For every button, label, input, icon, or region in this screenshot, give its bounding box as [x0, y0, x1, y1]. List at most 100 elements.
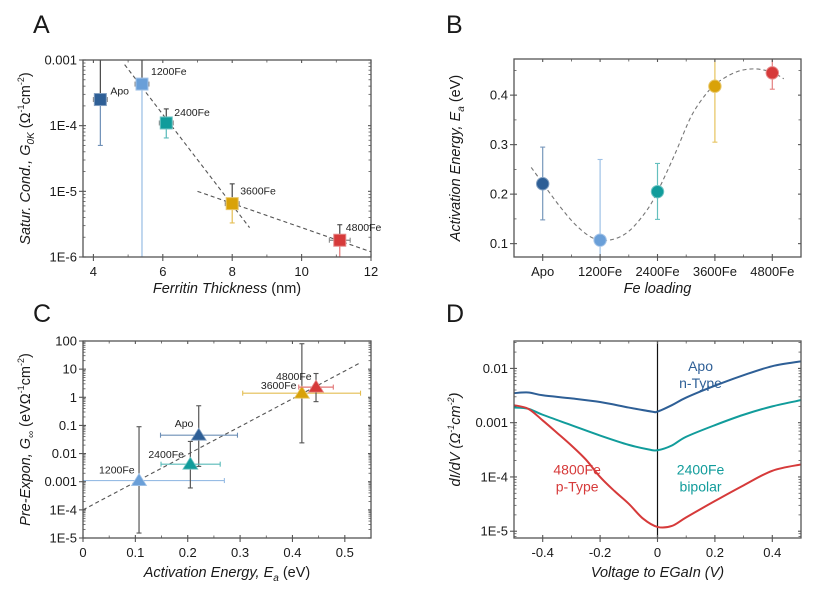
plot-frame [513, 58, 802, 258]
x-tick-label: 0.4 [283, 545, 301, 560]
y-title-main: ) [448, 393, 464, 400]
panel-letter: B [446, 11, 463, 39]
y-tick-label: 0.1 [59, 418, 77, 433]
data-point-square [159, 116, 173, 130]
y-tick-label: 0.4 [490, 88, 508, 103]
point-label: 1200Fe [99, 465, 135, 477]
point-label: Apo [175, 418, 194, 430]
x-tick-label: 0.1 [126, 545, 144, 560]
y-title-units: (eV) [448, 75, 464, 106]
x-tick-label: 0 [79, 545, 86, 560]
x-tick-label: 0.2 [706, 545, 724, 560]
x-tick-label: 10 [294, 264, 308, 279]
x-tick-label: 3600Fe [693, 264, 737, 279]
panel-b-plot [530, 59, 785, 257]
x-tick-label: -0.4 [531, 545, 553, 560]
data-point-square [135, 77, 149, 91]
y-tick-label: 0.01 [483, 361, 508, 376]
x-title-main: Fe loading [624, 281, 692, 297]
point-label: 1200Fe [151, 66, 187, 78]
x-tick-label: 1200Fe [578, 264, 622, 279]
curve-label: 2400Fe [677, 462, 725, 478]
x-tick-label: 8 [229, 264, 236, 279]
dIdV-curve [514, 399, 801, 452]
point-label: 4800Fe [276, 371, 312, 383]
point-label: 4800Fe [346, 222, 382, 234]
y-title-sub: 0K [26, 131, 37, 145]
y-tick-label: 10 [63, 362, 77, 377]
panel-letter: A [33, 11, 50, 39]
y-tick-label: 0.001 [44, 474, 77, 489]
x-tick-label: -0.2 [589, 545, 611, 560]
y-tick-label: 100 [55, 334, 77, 349]
y-title-main: Activation Energy, E [448, 111, 464, 242]
y-tick-label: 1E-6 [50, 250, 77, 265]
plot-frame [82, 59, 372, 258]
y-title-units: ) [18, 72, 34, 77]
dIdV-curve [514, 404, 801, 529]
y-axis-title: Satur. Cond., G0K (Ω-1cm-2) [16, 72, 37, 244]
data-point-square [93, 93, 107, 107]
plot-frame [82, 340, 372, 539]
x-axis-title: Activation Energy, Ea (eV) [143, 565, 310, 584]
y-tick-label: 1E-4 [50, 502, 77, 517]
curve-label: Apo [688, 358, 713, 374]
x-tick-label: 12 [364, 264, 378, 279]
x-axis-title: Ferritin Thickness (nm) [153, 281, 301, 297]
data-point-circle [708, 79, 722, 93]
y-title-sup: -2 [16, 77, 26, 85]
x-title-main: Voltage to EGaIn (V) [591, 565, 724, 581]
data-point-triangle [130, 472, 148, 486]
x-tick-label: 4 [90, 264, 97, 279]
data-point-square [333, 233, 347, 247]
y-title-units: ) [18, 353, 34, 358]
panel-letter: D [446, 300, 464, 328]
y-title-sub: a [456, 106, 467, 112]
data-point-circle [765, 66, 779, 80]
point-label: 2400Fe [174, 107, 210, 119]
y-tick-label: 1E-5 [50, 184, 77, 199]
point-label: 3600Fe [240, 186, 276, 198]
y-tick-label: 1E-4 [50, 118, 77, 133]
panel-c: 1E-5 1E-4 0.001 0.01 0.1 1 10 100 0 0.1 0.2 0.3 0.4 0… [16, 300, 372, 584]
y-title-sub: ∞ [26, 431, 37, 438]
point-label: 3600Fe [261, 380, 297, 392]
y-title-main: cm [448, 405, 464, 424]
x-axis-title: Fe loading [624, 281, 692, 297]
x-tick-label: Apo [531, 264, 554, 279]
y-tick-label: 0.3 [490, 137, 508, 152]
y-axis-title: Activation Energy, Ea (eV) [448, 75, 467, 242]
panel-d: 1E-5 1E-4 0.001 0.01 -0.4 -0.2 0 0.2 0.4 Apon-Typ… [446, 300, 802, 581]
y-title-main: Satur. Cond., G [18, 144, 34, 244]
x-tick-label: 0 [654, 545, 661, 560]
point-label: Apo [110, 86, 129, 98]
y-title-units: (eVΩ [18, 393, 34, 431]
y-title-sup: -1 [16, 105, 26, 113]
y-tick-label: 0.001 [475, 415, 508, 430]
dIdV-curve [514, 360, 801, 414]
point-label: 2400Fe [148, 449, 184, 461]
x-axis-title: Voltage to EGaIn (V) [591, 565, 724, 581]
x-tick-label: 4800Fe [750, 264, 794, 279]
data-point-circle [536, 177, 550, 191]
data-point-circle [650, 184, 665, 199]
x-title-units: (nm) [267, 281, 301, 297]
panel-a-plot [92, 60, 371, 257]
y-axis-title: dI/dV (Ω-1cm-2) [446, 393, 464, 487]
curve-label: n-Type [679, 375, 722, 391]
y-tick-label: 0.1 [490, 236, 508, 251]
y-title-units: (Ω [18, 112, 34, 132]
y-tick-label: 0.001 [44, 53, 77, 68]
x-tick-label: 0.5 [336, 545, 354, 560]
panel-a: 1E-6 1E-5 1E-4 0.001 4 6 8 10 12 Apo 1200Fe 2400Fe 3… [16, 11, 382, 297]
y-title-sup: -2 [16, 358, 26, 366]
y-title-sup: -1 [16, 385, 26, 393]
y-title-main: Pre-Expon, G [18, 438, 34, 526]
panel-c-plot [83, 343, 362, 534]
panel-b: 0.1 0.2 0.3 0.4 Apo 1200Fe 2400Fe 3600Fe 4800Fe B… [446, 11, 802, 297]
data-point-triangle [182, 456, 199, 470]
curve-label: 4800Fe [553, 462, 601, 478]
curve-label: p-Type [556, 479, 599, 495]
y-title-sup: -2 [446, 397, 456, 405]
